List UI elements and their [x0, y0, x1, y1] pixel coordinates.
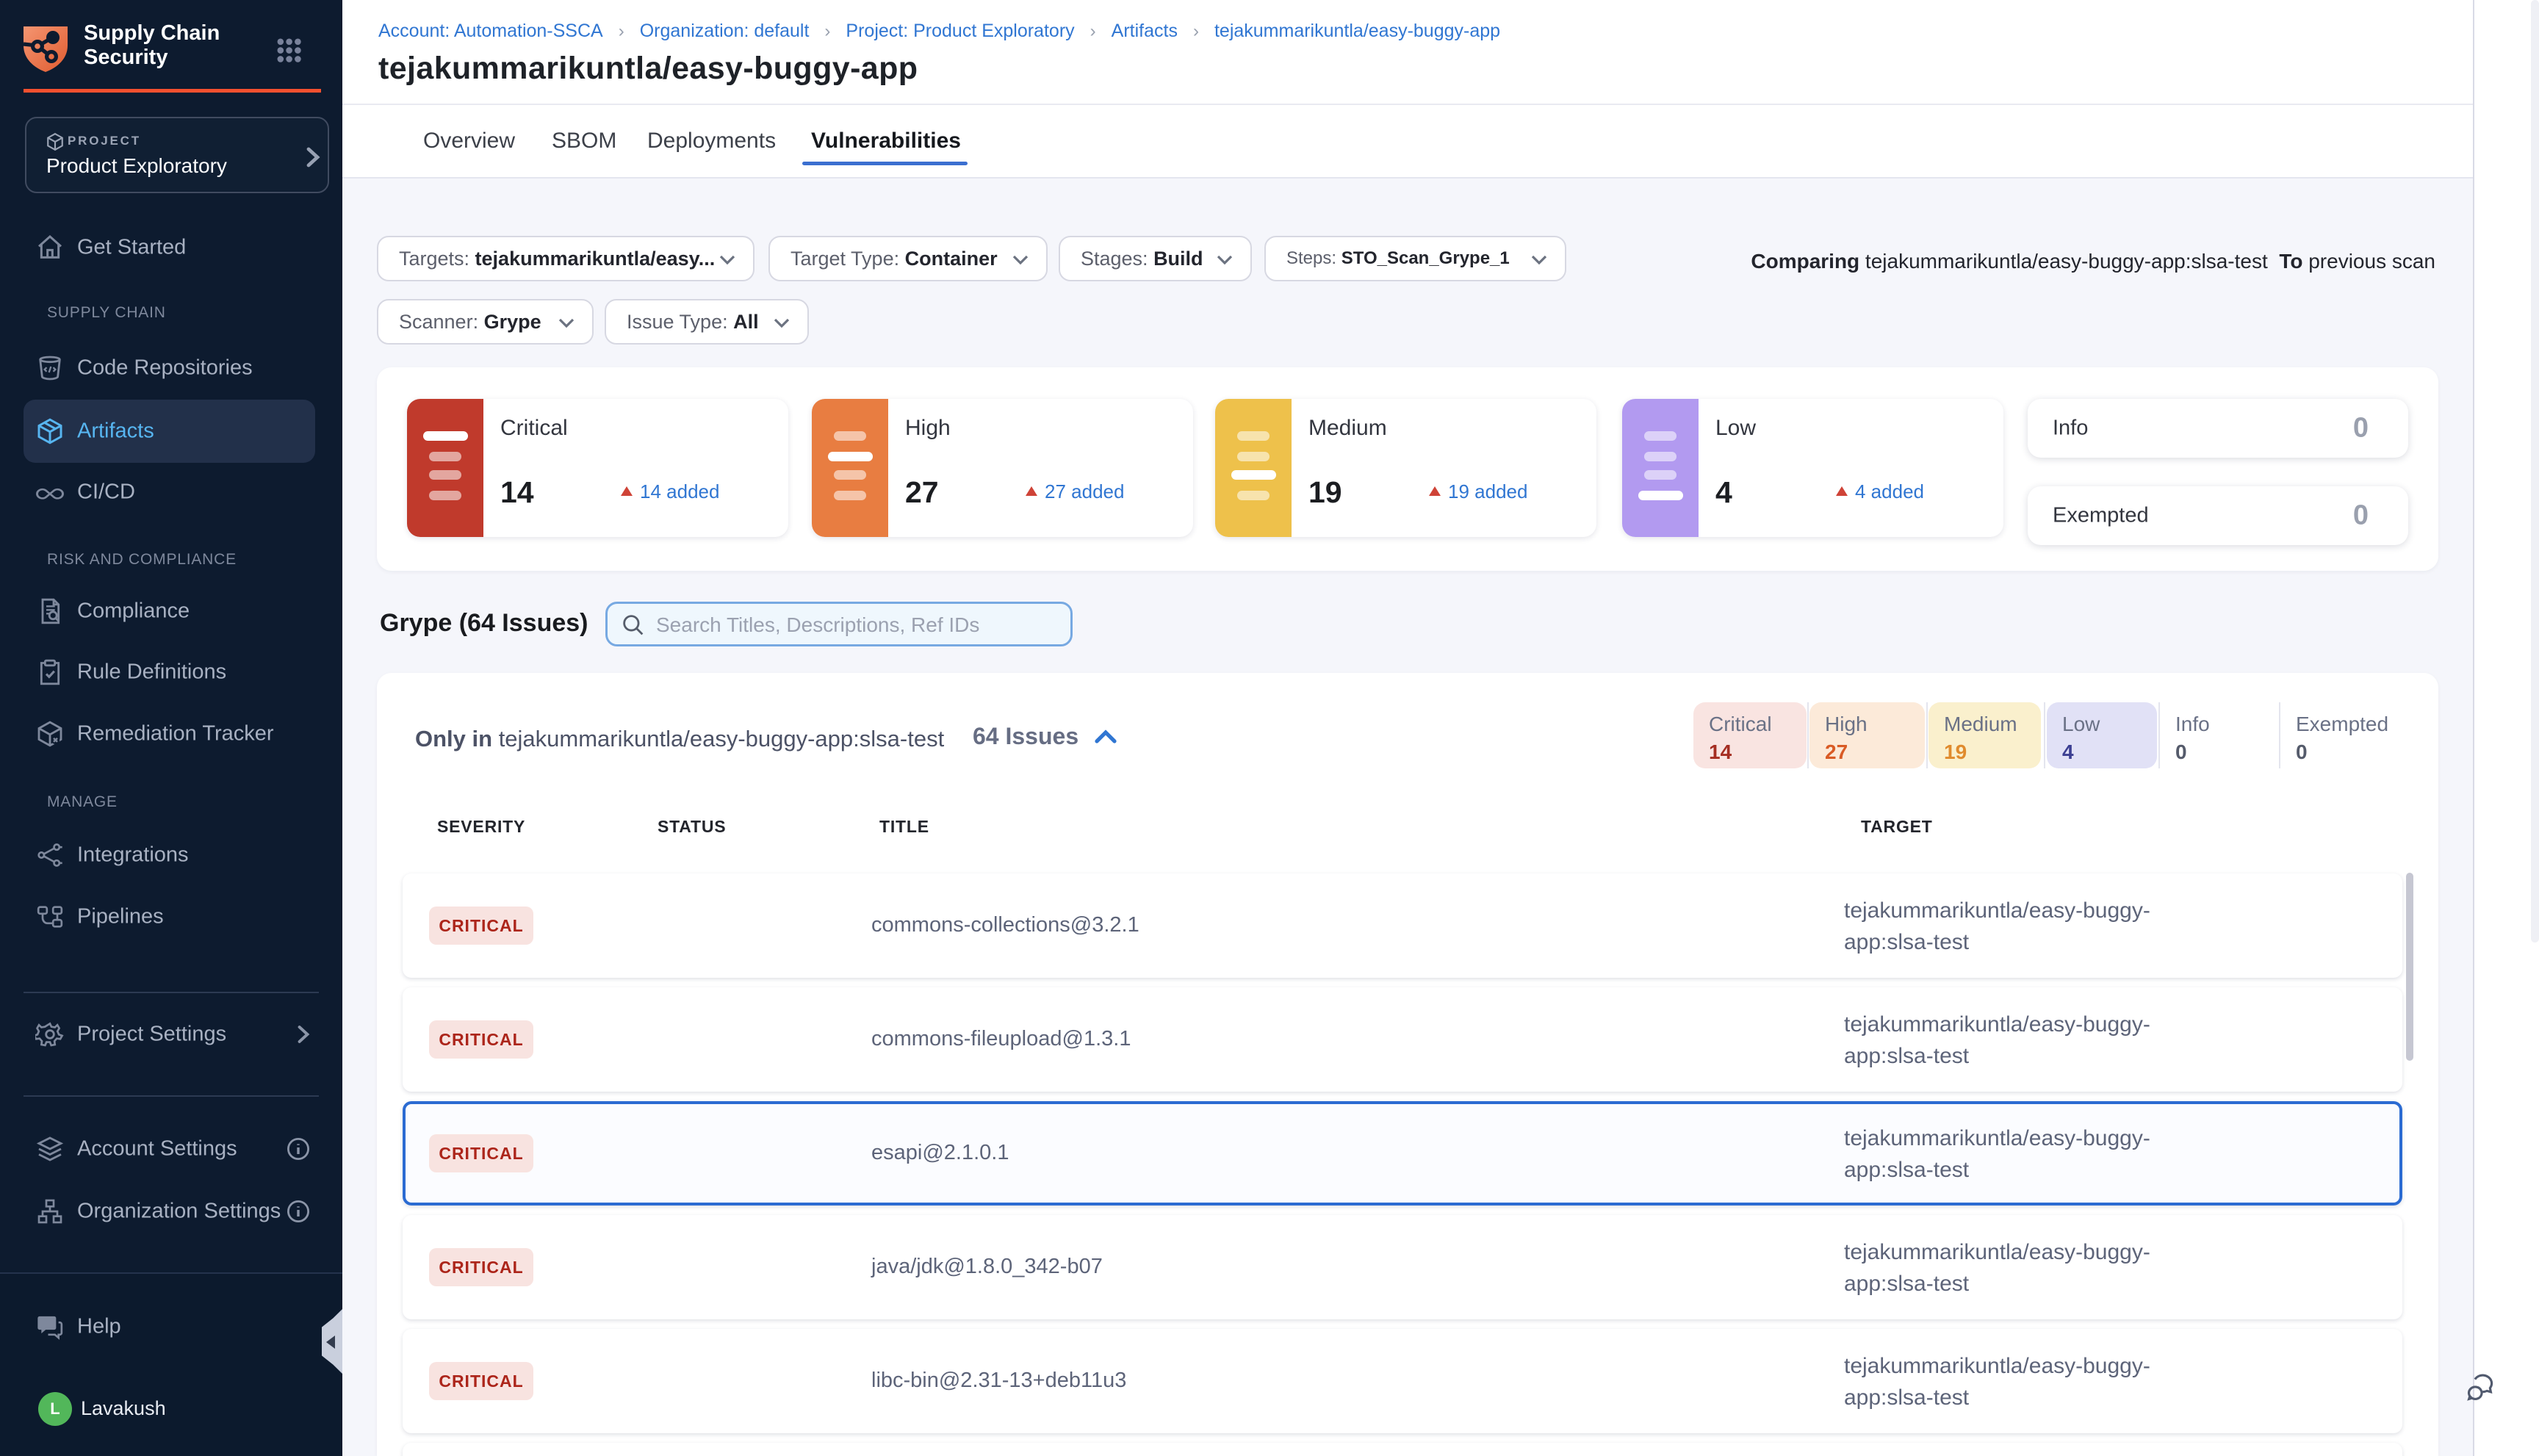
svg-text:?: ? — [43, 1318, 51, 1330]
